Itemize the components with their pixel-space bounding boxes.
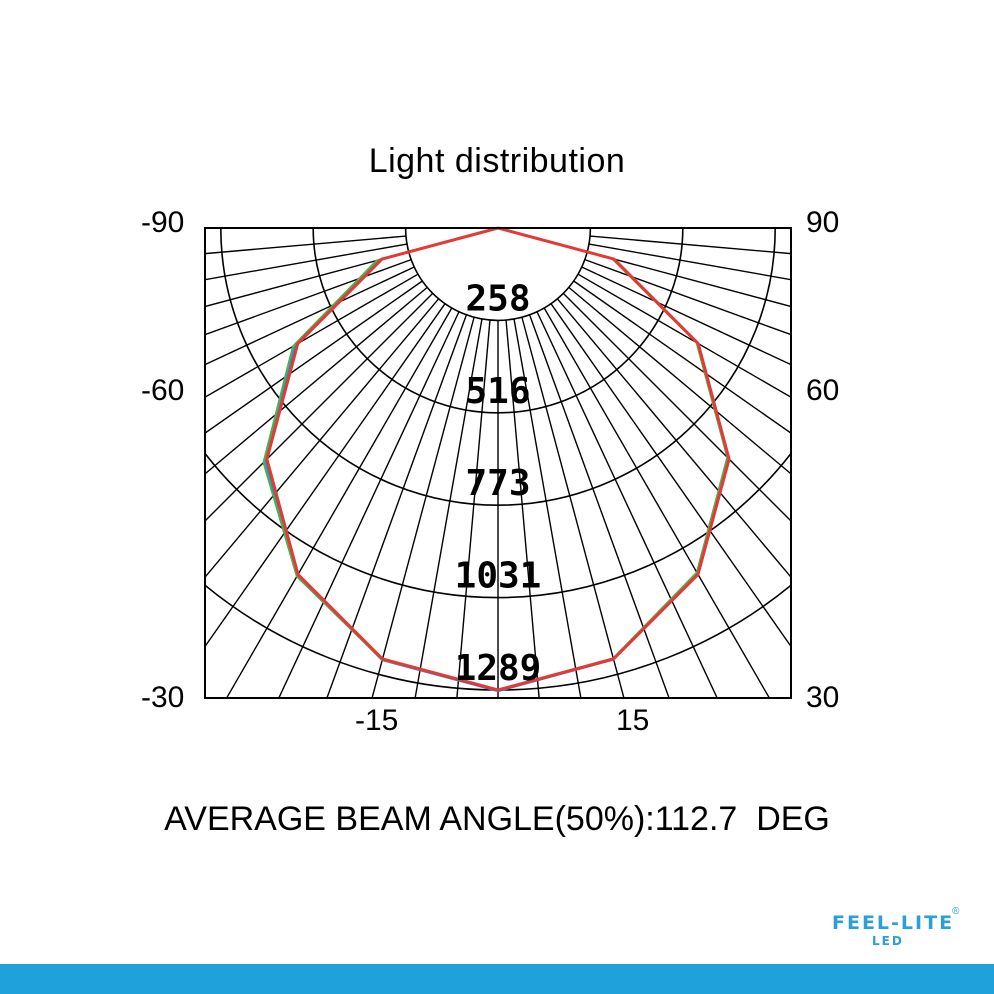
grid-spoke [543, 307, 771, 698]
grid-ring [0, 0, 994, 875]
beam-angle-text: AVERAGE BEAM ANGLE(50%):112.7 DEG [164, 800, 830, 838]
grid-spoke [577, 273, 791, 398]
left-label-2: -60 [141, 374, 185, 407]
right-label-2: 60 [806, 374, 840, 407]
grid-spoke [456, 319, 491, 698]
grid-spoke [371, 317, 475, 698]
grid-spoke [528, 314, 670, 698]
grid-spoke [513, 318, 582, 698]
grid-spoke [205, 292, 434, 522]
left-label-1: -90 [141, 206, 185, 239]
grid-spoke [205, 266, 415, 366]
right-label-3: 30 [806, 681, 840, 714]
bottom-label-2: 15 [616, 704, 650, 737]
chart-title: Light distribution [368, 142, 626, 180]
grid-spoke [581, 266, 791, 366]
radial-label: 1289 [455, 648, 542, 689]
grid-spoke [278, 311, 460, 698]
grid-spoke [568, 286, 791, 475]
grid-spoke [573, 280, 791, 435]
grid-spoke [205, 273, 419, 398]
grid-spoke [414, 318, 483, 698]
brand-logo: FEEL-LITE ® LED [832, 906, 962, 952]
right-label-1: 90 [806, 206, 840, 239]
logo-main-text: FEEL-LITE [832, 912, 955, 934]
footer-bar [0, 964, 994, 994]
radial-label: 258 [465, 278, 530, 319]
grid-spoke [205, 251, 409, 308]
grid-spoke [589, 235, 791, 255]
grid-spoke [550, 303, 791, 648]
grid-spoke [521, 317, 625, 698]
grid-spoke [536, 311, 718, 698]
radial-label: 773 [465, 463, 530, 504]
grid-spoke [584, 258, 791, 336]
grid-spoke [205, 280, 423, 435]
grid-spoke [205, 286, 428, 475]
left-label-3: -30 [141, 681, 185, 714]
radial-label: 516 [465, 371, 530, 412]
grid-spoke [205, 258, 412, 336]
grid-spoke [556, 298, 791, 579]
grid-spoke [588, 243, 791, 281]
logo-sub-text: LED [872, 934, 904, 948]
grid-spoke [225, 307, 453, 698]
bottom-label-1: -15 [355, 704, 399, 737]
registered-mark: ® [952, 906, 960, 917]
grid-spoke [205, 303, 446, 648]
grid-spoke [205, 235, 407, 255]
grid-spoke [205, 243, 408, 281]
grid-spoke [326, 314, 468, 698]
series-curve-1 [265, 226, 731, 692]
grid-spoke [562, 292, 791, 522]
grid-spoke [205, 298, 440, 579]
series-curves [262, 226, 731, 693]
radial-labels: 258 516 773 1031 1289 [455, 278, 542, 689]
chart-frame [204, 227, 792, 699]
grid-spoke [587, 251, 791, 308]
radial-label: 1031 [455, 556, 542, 597]
grid-spoke [505, 319, 540, 698]
